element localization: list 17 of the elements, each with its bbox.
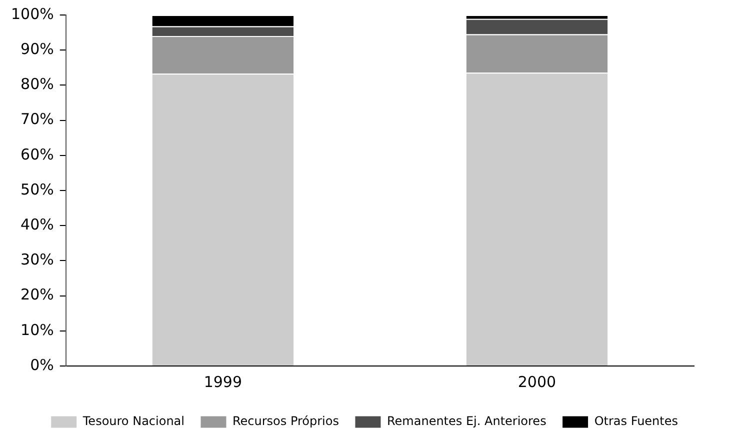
y-tick-label: 0%	[30, 356, 54, 374]
y-tick-label: 80%	[20, 75, 54, 94]
legend-label: Recursos Próprios	[232, 414, 339, 428]
legend-label: Remanentes Ej. Anteriores	[386, 414, 546, 428]
x-tick-label: 2000	[518, 372, 556, 391]
y-tick-label: 50%	[20, 180, 54, 198]
y-tick-label: 60%	[20, 145, 54, 164]
y-tick-label: 100%	[10, 4, 54, 23]
legend-label: Tesouro Nacional	[82, 414, 184, 428]
y-tick-label: 30%	[20, 250, 54, 269]
y-tick-label: 90%	[20, 40, 54, 58]
y-tick-label: 70%	[20, 110, 54, 128]
y-tick-label: 20%	[20, 286, 54, 304]
y-tick-label: 10%	[20, 320, 54, 339]
x-tick-label: 1999	[204, 372, 242, 391]
legend-label: Otras Fuentes	[594, 414, 678, 428]
y-tick-label: 40%	[20, 215, 54, 234]
